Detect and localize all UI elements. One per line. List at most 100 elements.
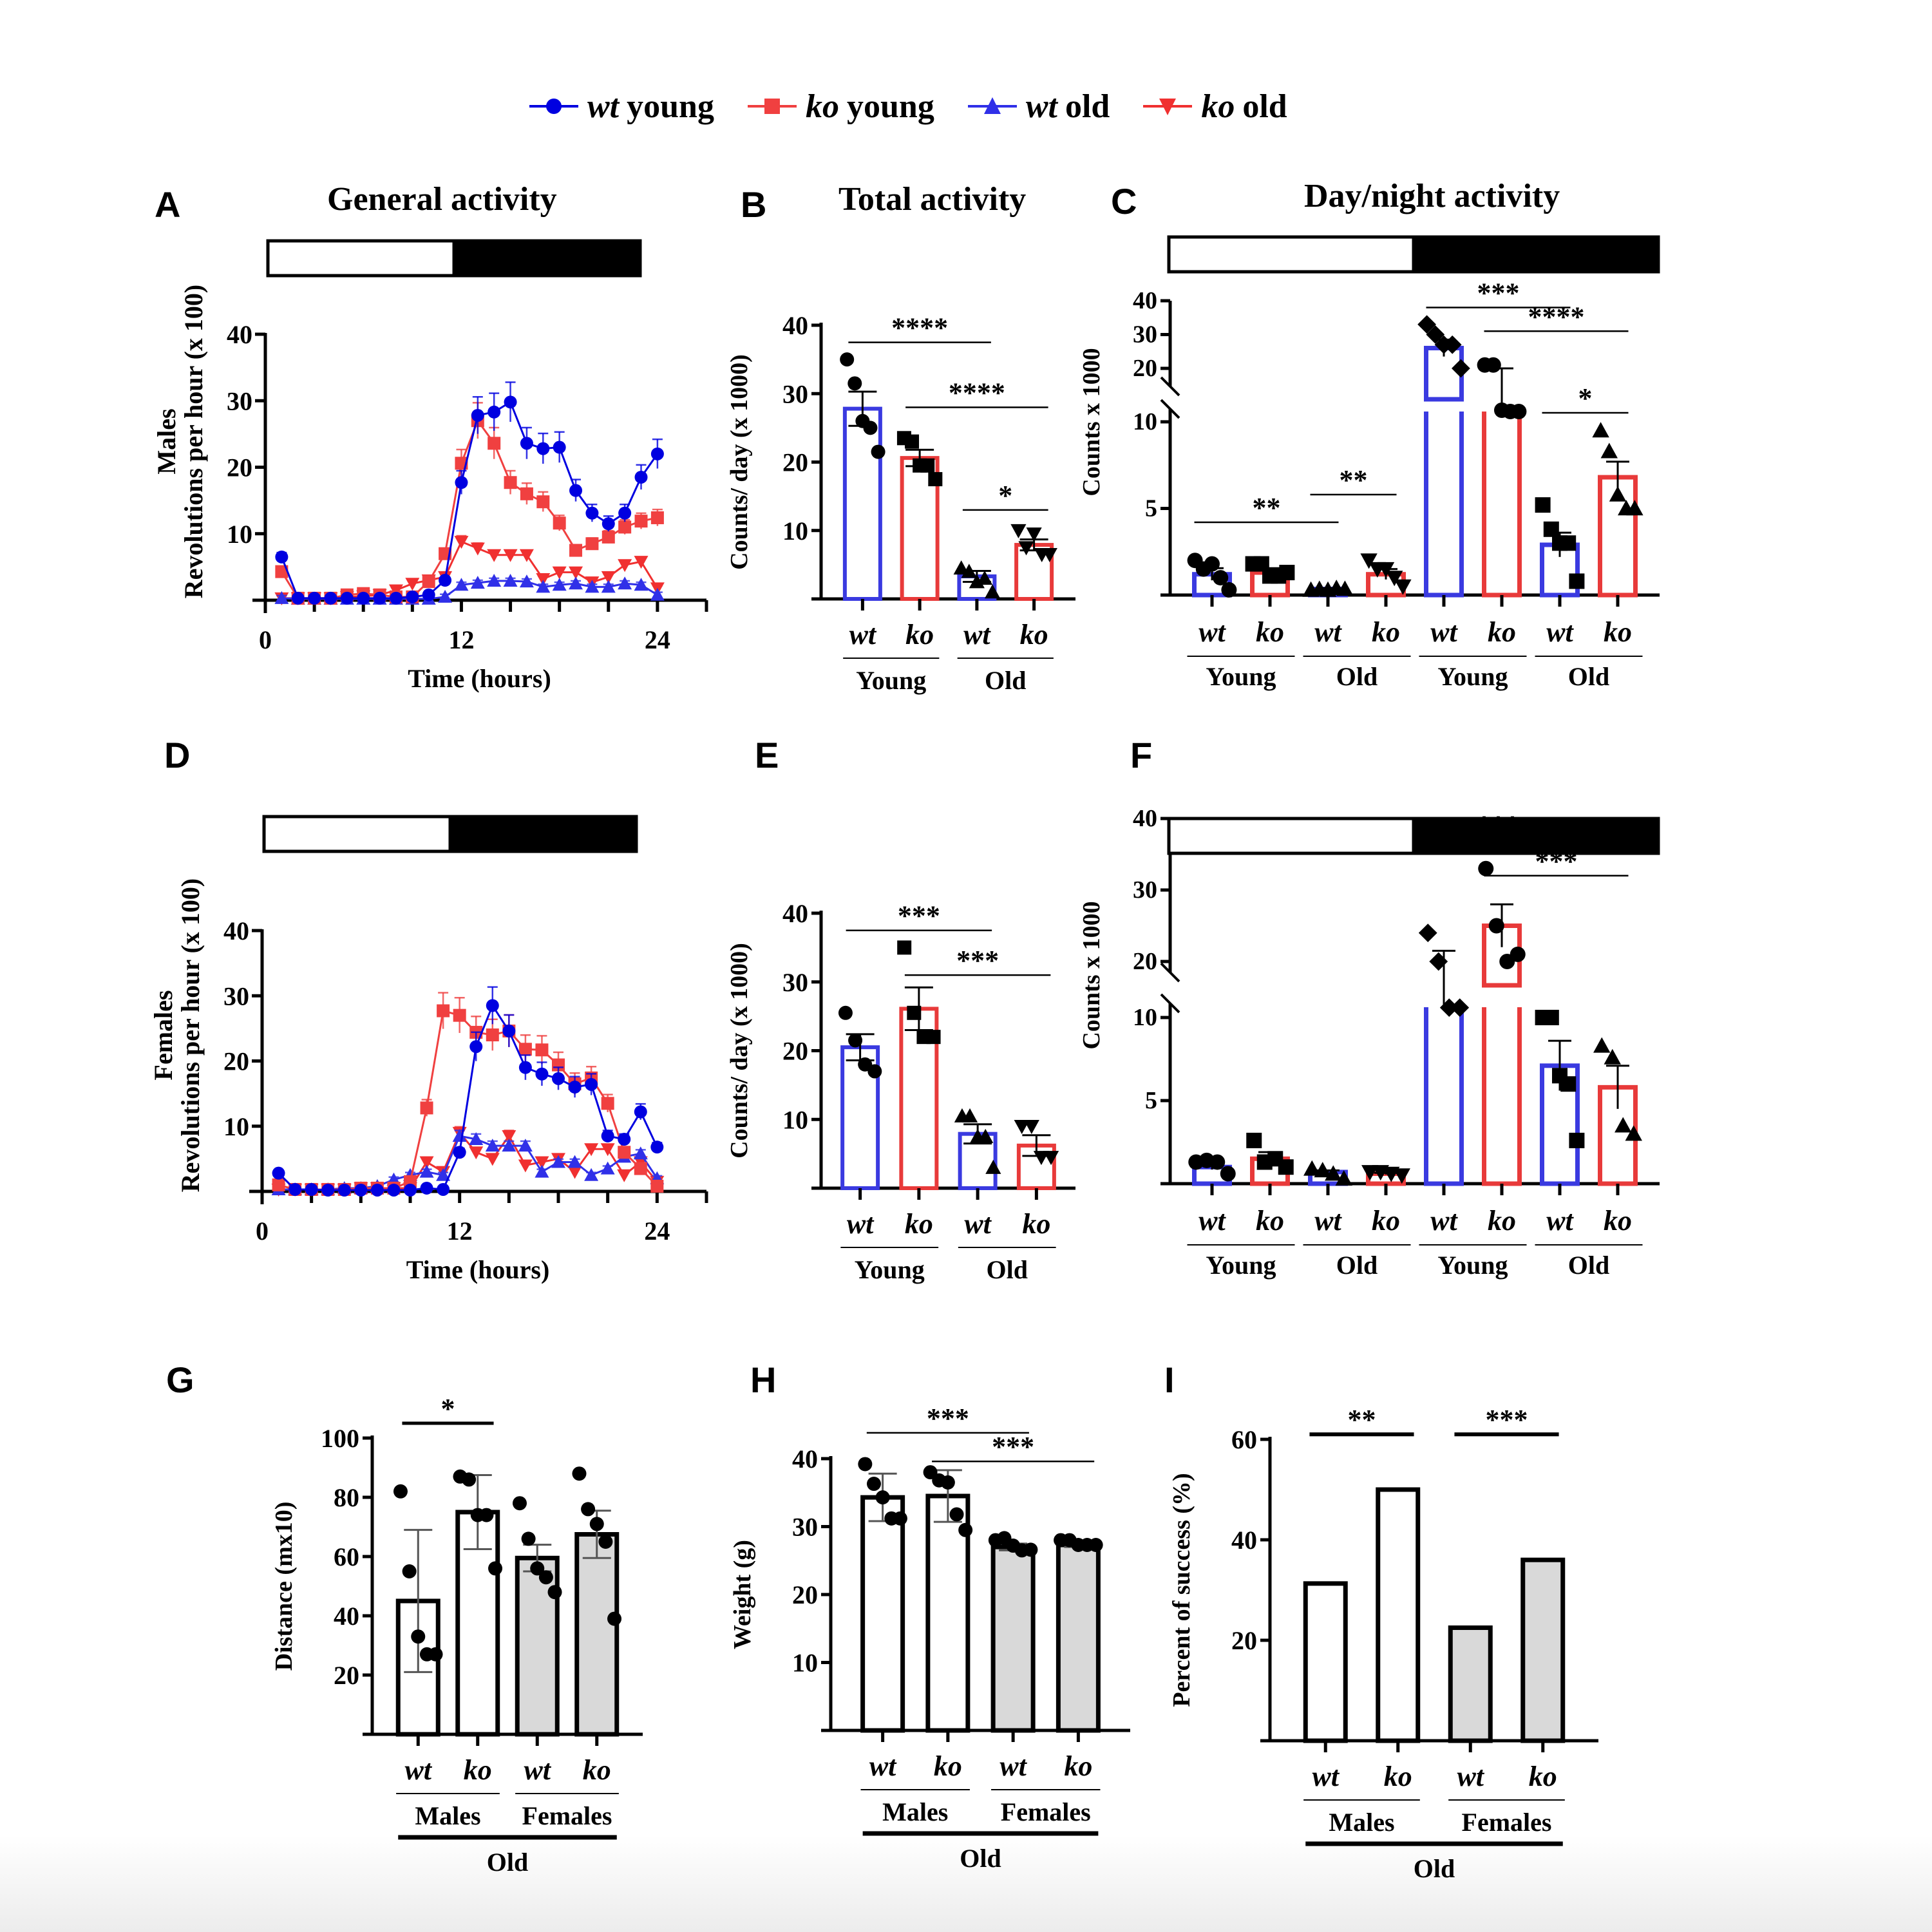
data-point xyxy=(512,1496,527,1511)
bar-lower xyxy=(1424,1002,1464,1186)
data-point xyxy=(485,1153,500,1166)
data-point xyxy=(1010,524,1027,538)
series-wt-young xyxy=(275,381,664,605)
panel-letter-g: G xyxy=(166,1359,194,1400)
data-point xyxy=(486,1028,499,1041)
data-point xyxy=(411,1629,426,1644)
y-tick-label: 30 xyxy=(1133,321,1157,348)
data-point xyxy=(487,574,502,587)
data-point xyxy=(479,1508,494,1522)
data-point xyxy=(1394,579,1412,595)
legend-label: young xyxy=(846,88,934,125)
legend-label: old xyxy=(1065,88,1110,125)
dark-phase-bar xyxy=(1412,817,1660,855)
data-point xyxy=(518,1043,532,1056)
bar-chart-h: 10 20 30 40 Weight (g) wt ko wt ko Males FemalesOl… xyxy=(729,1403,1130,1873)
legend-item-ko-young: ko young xyxy=(746,88,934,126)
bar-group: ko xyxy=(1478,860,1526,1236)
data-point xyxy=(634,1162,647,1175)
data-point xyxy=(552,1072,565,1085)
legend-genotype: ko xyxy=(1201,88,1235,125)
bar-group: ko xyxy=(1592,422,1643,648)
line-chart-d: 10 20 30 40 0 12 24 Time (hours) FemalesRevoluti… xyxy=(149,878,708,1284)
group-label: Young xyxy=(1438,1251,1508,1280)
data-point xyxy=(585,506,599,520)
data-point xyxy=(1221,582,1237,598)
significance-label: * xyxy=(998,480,1012,511)
data-point xyxy=(848,1033,863,1048)
y-tick-label: 80 xyxy=(334,1483,359,1512)
bar-group: wt xyxy=(1448,1625,1493,1792)
axis-break-mark xyxy=(1160,993,1180,1014)
data-point xyxy=(454,578,469,591)
x-tick-label: wt xyxy=(524,1754,551,1786)
data-point xyxy=(1625,1125,1642,1141)
y-tick-label: 30 xyxy=(227,386,252,415)
bar-group: wt xyxy=(838,1005,882,1240)
square-marker-icon xyxy=(747,99,797,114)
bar-group: wt xyxy=(512,1496,562,1786)
data-point xyxy=(985,1159,1001,1174)
data-point xyxy=(618,576,632,590)
data-point xyxy=(1426,325,1445,344)
bar-group: wt xyxy=(988,1531,1038,1782)
data-point xyxy=(650,1179,664,1193)
axis-break-gap xyxy=(1162,386,1178,409)
data-point xyxy=(634,515,648,528)
y-tick-label: 10 xyxy=(227,520,252,549)
y-tick-label: 30 xyxy=(792,1513,818,1542)
data-point xyxy=(340,591,354,605)
x-tick-label: ko xyxy=(1529,1761,1557,1792)
legend-item-wt-old: wt old xyxy=(967,88,1110,126)
y-tick-label: 5 xyxy=(1145,1087,1157,1114)
bar-group: ko xyxy=(896,431,943,650)
data-point xyxy=(1593,1037,1611,1053)
data-point xyxy=(617,1169,632,1182)
x-tick-label: ko xyxy=(464,1754,492,1786)
significance-label: **** xyxy=(1528,301,1585,332)
y-tick-label: 30 xyxy=(223,981,249,1010)
data-point xyxy=(1023,1542,1038,1557)
data-point xyxy=(519,549,534,562)
data-point xyxy=(1535,497,1551,513)
group-label: Young xyxy=(1438,662,1508,691)
y-tick-label: 20 xyxy=(1231,1626,1257,1655)
data-point xyxy=(387,1183,401,1197)
data-point xyxy=(1303,1160,1321,1176)
panel-letter-i: I xyxy=(1164,1359,1175,1400)
data-point xyxy=(1604,1048,1621,1065)
data-point xyxy=(504,476,517,489)
bar-group: ko xyxy=(1477,357,1527,648)
data-point xyxy=(470,542,485,556)
y-axis-label: Counts/ day (x 1000) xyxy=(726,354,753,570)
y-tick-label: 40 xyxy=(782,899,808,928)
x-tick-label: ko xyxy=(905,1208,933,1240)
data-point xyxy=(275,550,289,564)
x-tick-label: wt xyxy=(1546,616,1574,648)
data-point xyxy=(406,590,419,603)
data-point xyxy=(535,1043,549,1057)
data-point xyxy=(486,999,499,1012)
bar-group: ko xyxy=(572,1466,622,1786)
data-point xyxy=(354,1183,368,1197)
data-point xyxy=(485,1139,500,1152)
significance-label: *** xyxy=(1477,278,1520,309)
significance-label: *** xyxy=(1486,1404,1528,1435)
group-label: Females xyxy=(522,1801,612,1830)
y-tick-label: 40 xyxy=(1231,1526,1257,1555)
data-point xyxy=(1450,998,1470,1017)
legend-label: old xyxy=(1242,88,1287,125)
data-point xyxy=(585,580,600,593)
data-point xyxy=(272,1178,285,1191)
data-point xyxy=(1041,548,1057,563)
group-label: Old xyxy=(1336,662,1378,691)
data-point xyxy=(535,1164,549,1178)
data-point xyxy=(321,1183,335,1197)
x-tick-label: wt xyxy=(963,619,991,650)
data-point xyxy=(420,1101,433,1115)
data-point xyxy=(584,1143,599,1157)
significance-label: ** xyxy=(1253,492,1281,524)
data-point xyxy=(893,1511,907,1526)
data-point xyxy=(272,1166,285,1180)
